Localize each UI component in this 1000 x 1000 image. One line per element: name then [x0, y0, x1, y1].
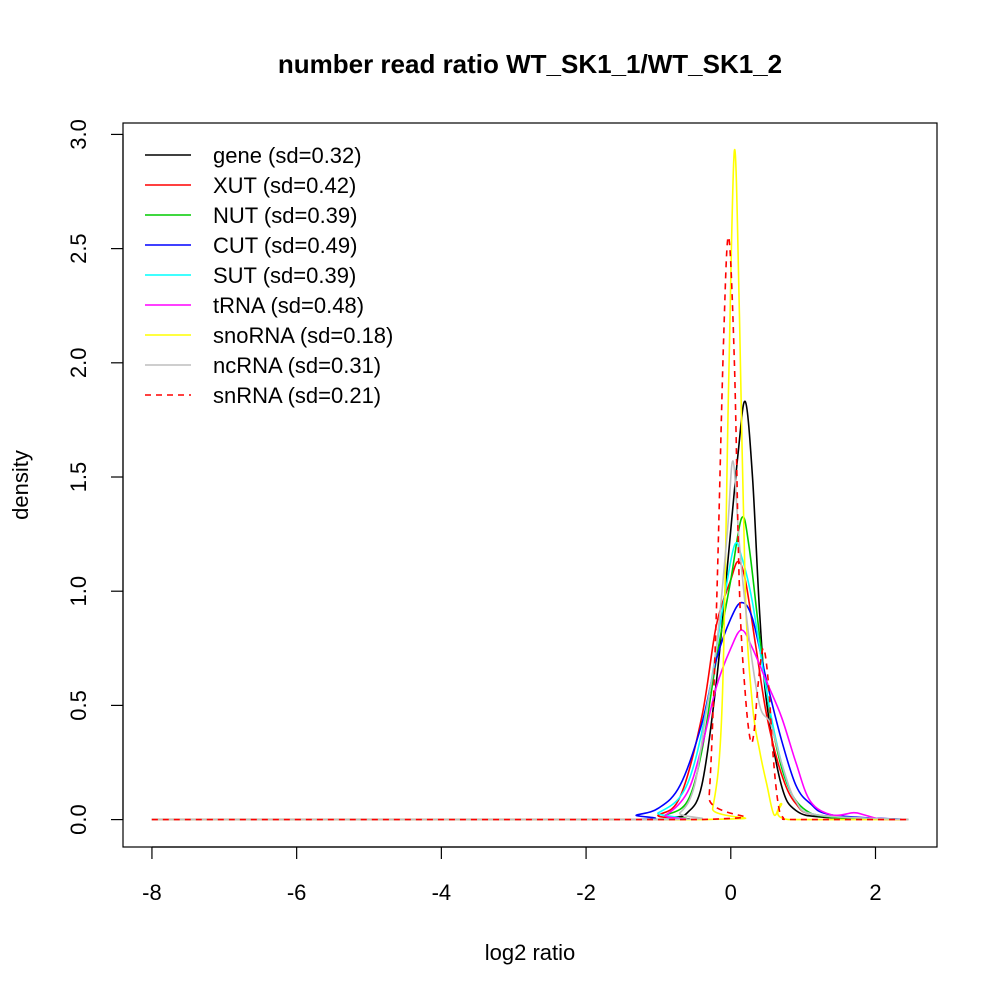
series-line-4 — [151, 541, 909, 821]
legend-label-3: CUT (sd=0.49) — [213, 233, 357, 258]
y-axis: 0.0 0.5 1.0 1.5 2.0 2.5 3.0 — [66, 119, 124, 835]
series-line-8 — [151, 236, 909, 821]
y-axis-label: density — [8, 450, 33, 520]
series-lines — [151, 148, 909, 821]
series-line-7 — [151, 460, 909, 821]
chart-title: number read ratio WT_SK1_1/WT_SK1_2 — [278, 49, 782, 79]
legend-label-1: XUT (sd=0.42) — [213, 173, 356, 198]
series-line-5 — [151, 629, 909, 821]
legend-label-5: tRNA (sd=0.48) — [213, 293, 364, 318]
legend-label-4: SUT (sd=0.39) — [213, 263, 356, 288]
series-line-3 — [151, 601, 909, 821]
x-tick-label: -8 — [142, 880, 162, 905]
x-axis: -8 -6 -4 -2 0 2 — [142, 846, 882, 905]
series-line-2 — [151, 516, 909, 821]
y-tick-label: 3.0 — [66, 119, 91, 150]
x-tick-label: -4 — [432, 880, 452, 905]
legend-label-2: NUT (sd=0.39) — [213, 203, 357, 228]
x-tick-label: 0 — [725, 880, 737, 905]
y-tick-label: 0.5 — [66, 690, 91, 721]
y-tick-label: 2.5 — [66, 233, 91, 264]
y-tick-label: 0.0 — [66, 804, 91, 835]
legend-label-8: snRNA (sd=0.21) — [213, 383, 381, 408]
x-axis-label: log2 ratio — [485, 940, 576, 965]
x-tick-label: -6 — [287, 880, 307, 905]
x-tick-label: 2 — [869, 880, 881, 905]
plot-frame — [122, 122, 938, 848]
x-tick-label: -2 — [576, 880, 596, 905]
legend-label-7: ncRNA (sd=0.31) — [213, 353, 381, 378]
y-tick-label: 1.5 — [66, 462, 91, 493]
legend-label-0: gene (sd=0.32) — [213, 143, 362, 168]
legend: gene (sd=0.32) XUT (sd=0.42) NUT (sd=0.39)… — [145, 143, 393, 408]
legend-label-6: snoRNA (sd=0.18) — [213, 323, 393, 348]
y-tick-label: 1.0 — [66, 576, 91, 607]
y-tick-label: 2.0 — [66, 348, 91, 379]
